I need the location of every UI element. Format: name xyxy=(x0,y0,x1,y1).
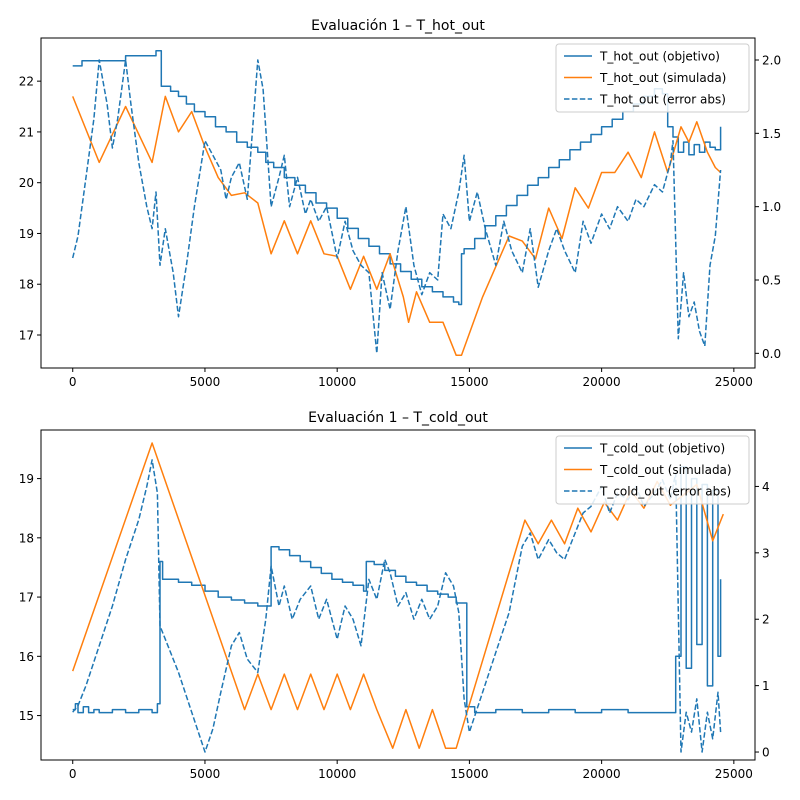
chart-0-title: Evaluación 1 – T_hot_out xyxy=(311,18,485,34)
chart-0-x-tick-label: 15000 xyxy=(450,375,488,389)
cold-out-subplot: Evaluación 1 – T_cold_out 0 5000 10000 15000… xyxy=(19,410,770,781)
chart-1-legend: T_cold_out (objetivo) T_cold_out (simulad… xyxy=(555,435,750,505)
chart-1-y-tick-label: 17 xyxy=(19,591,34,605)
chart-1-x-tick-label: 10000 xyxy=(318,767,356,781)
chart-0-y2-tick-label: 0.5 xyxy=(762,274,781,288)
chart-0-y2-tick-label: 0.0 xyxy=(762,347,781,361)
chart-0-y-tick-label: 19 xyxy=(19,227,34,241)
chart-0-axes-frame xyxy=(40,37,756,369)
hot-out-subplot: Evaluación 1 – T_hot_out 0 5000 10000 15000 2… xyxy=(19,18,781,389)
chart-1-y2-tick-label: 1 xyxy=(762,679,770,693)
chart-0-y2-tick-label: 1.5 xyxy=(762,127,781,141)
chart-1-y2-tick-label: 3 xyxy=(762,546,770,560)
chart-1-x-tick-label: 5000 xyxy=(190,767,221,781)
chart-0-legend-label-0: T_hot_out (objetivo) xyxy=(599,50,720,64)
chart-0-x-tick-label: 0 xyxy=(69,375,77,389)
chart-0-legend-label-2: T_hot_out (error abs) xyxy=(599,93,726,107)
chart-0-y-tick-label: 20 xyxy=(19,176,34,190)
chart-0-series-line-1 xyxy=(72,95,722,357)
chart-1-title: Evaluación 1 – T_cold_out xyxy=(308,410,488,426)
chart-1-y2-tick-label: 4 xyxy=(762,480,770,494)
chart-1-x-tick-label: 25000 xyxy=(715,767,753,781)
chart-1-legend-label-1: T_cold_out (simulada) xyxy=(599,463,732,477)
chart-1-x-tick-label: 20000 xyxy=(583,767,621,781)
chart-0-y2-tick-label: 1.0 xyxy=(762,200,781,214)
chart-0-y2-tick-label: 2.0 xyxy=(762,54,781,68)
chart-0-x-tick-label: 5000 xyxy=(190,375,221,389)
chart-1-y-tick-label: 16 xyxy=(19,650,34,664)
chart-0-y-tick-label: 22 xyxy=(19,75,34,89)
chart-1-legend-label-0: T_cold_out (objetivo) xyxy=(599,442,725,456)
chart-1-y2-tick-label: 0 xyxy=(762,746,770,760)
chart-0-legend: T_hot_out (objetivo) T_hot_out (simulada)… xyxy=(555,43,750,113)
chart-0-y-tick-label: 17 xyxy=(19,329,34,343)
chart-1-y-tick-label: 18 xyxy=(19,531,34,545)
chart-1-y-tick-label: 19 xyxy=(19,472,34,486)
chart-1-legend-label-2: T_cold_out (error abs) xyxy=(599,485,731,499)
chart-0-legend-box xyxy=(555,43,750,113)
chart-1-axes-frame xyxy=(40,429,756,761)
chart-0-x-tick-label: 20000 xyxy=(583,375,621,389)
chart-1-y-tick-label: 15 xyxy=(19,709,34,723)
chart-1-x-tick-label: 15000 xyxy=(450,767,488,781)
chart-0-y-tick-label: 18 xyxy=(19,278,34,292)
chart-0-y-tick-label: 21 xyxy=(19,125,34,139)
chart-1-series-line-0 xyxy=(72,465,722,714)
chart-0-x-tick-label: 25000 xyxy=(715,375,753,389)
chart-0-legend-label-1: T_hot_out (simulada) xyxy=(599,71,726,85)
chart-0-series-line-2 xyxy=(71,59,722,355)
chart-0-x-tick-label: 10000 xyxy=(318,375,356,389)
chart-1-x-tick-label: 0 xyxy=(69,767,77,781)
chart-1-legend-box xyxy=(555,435,750,505)
chart-1-y2-tick-label: 2 xyxy=(762,613,770,627)
